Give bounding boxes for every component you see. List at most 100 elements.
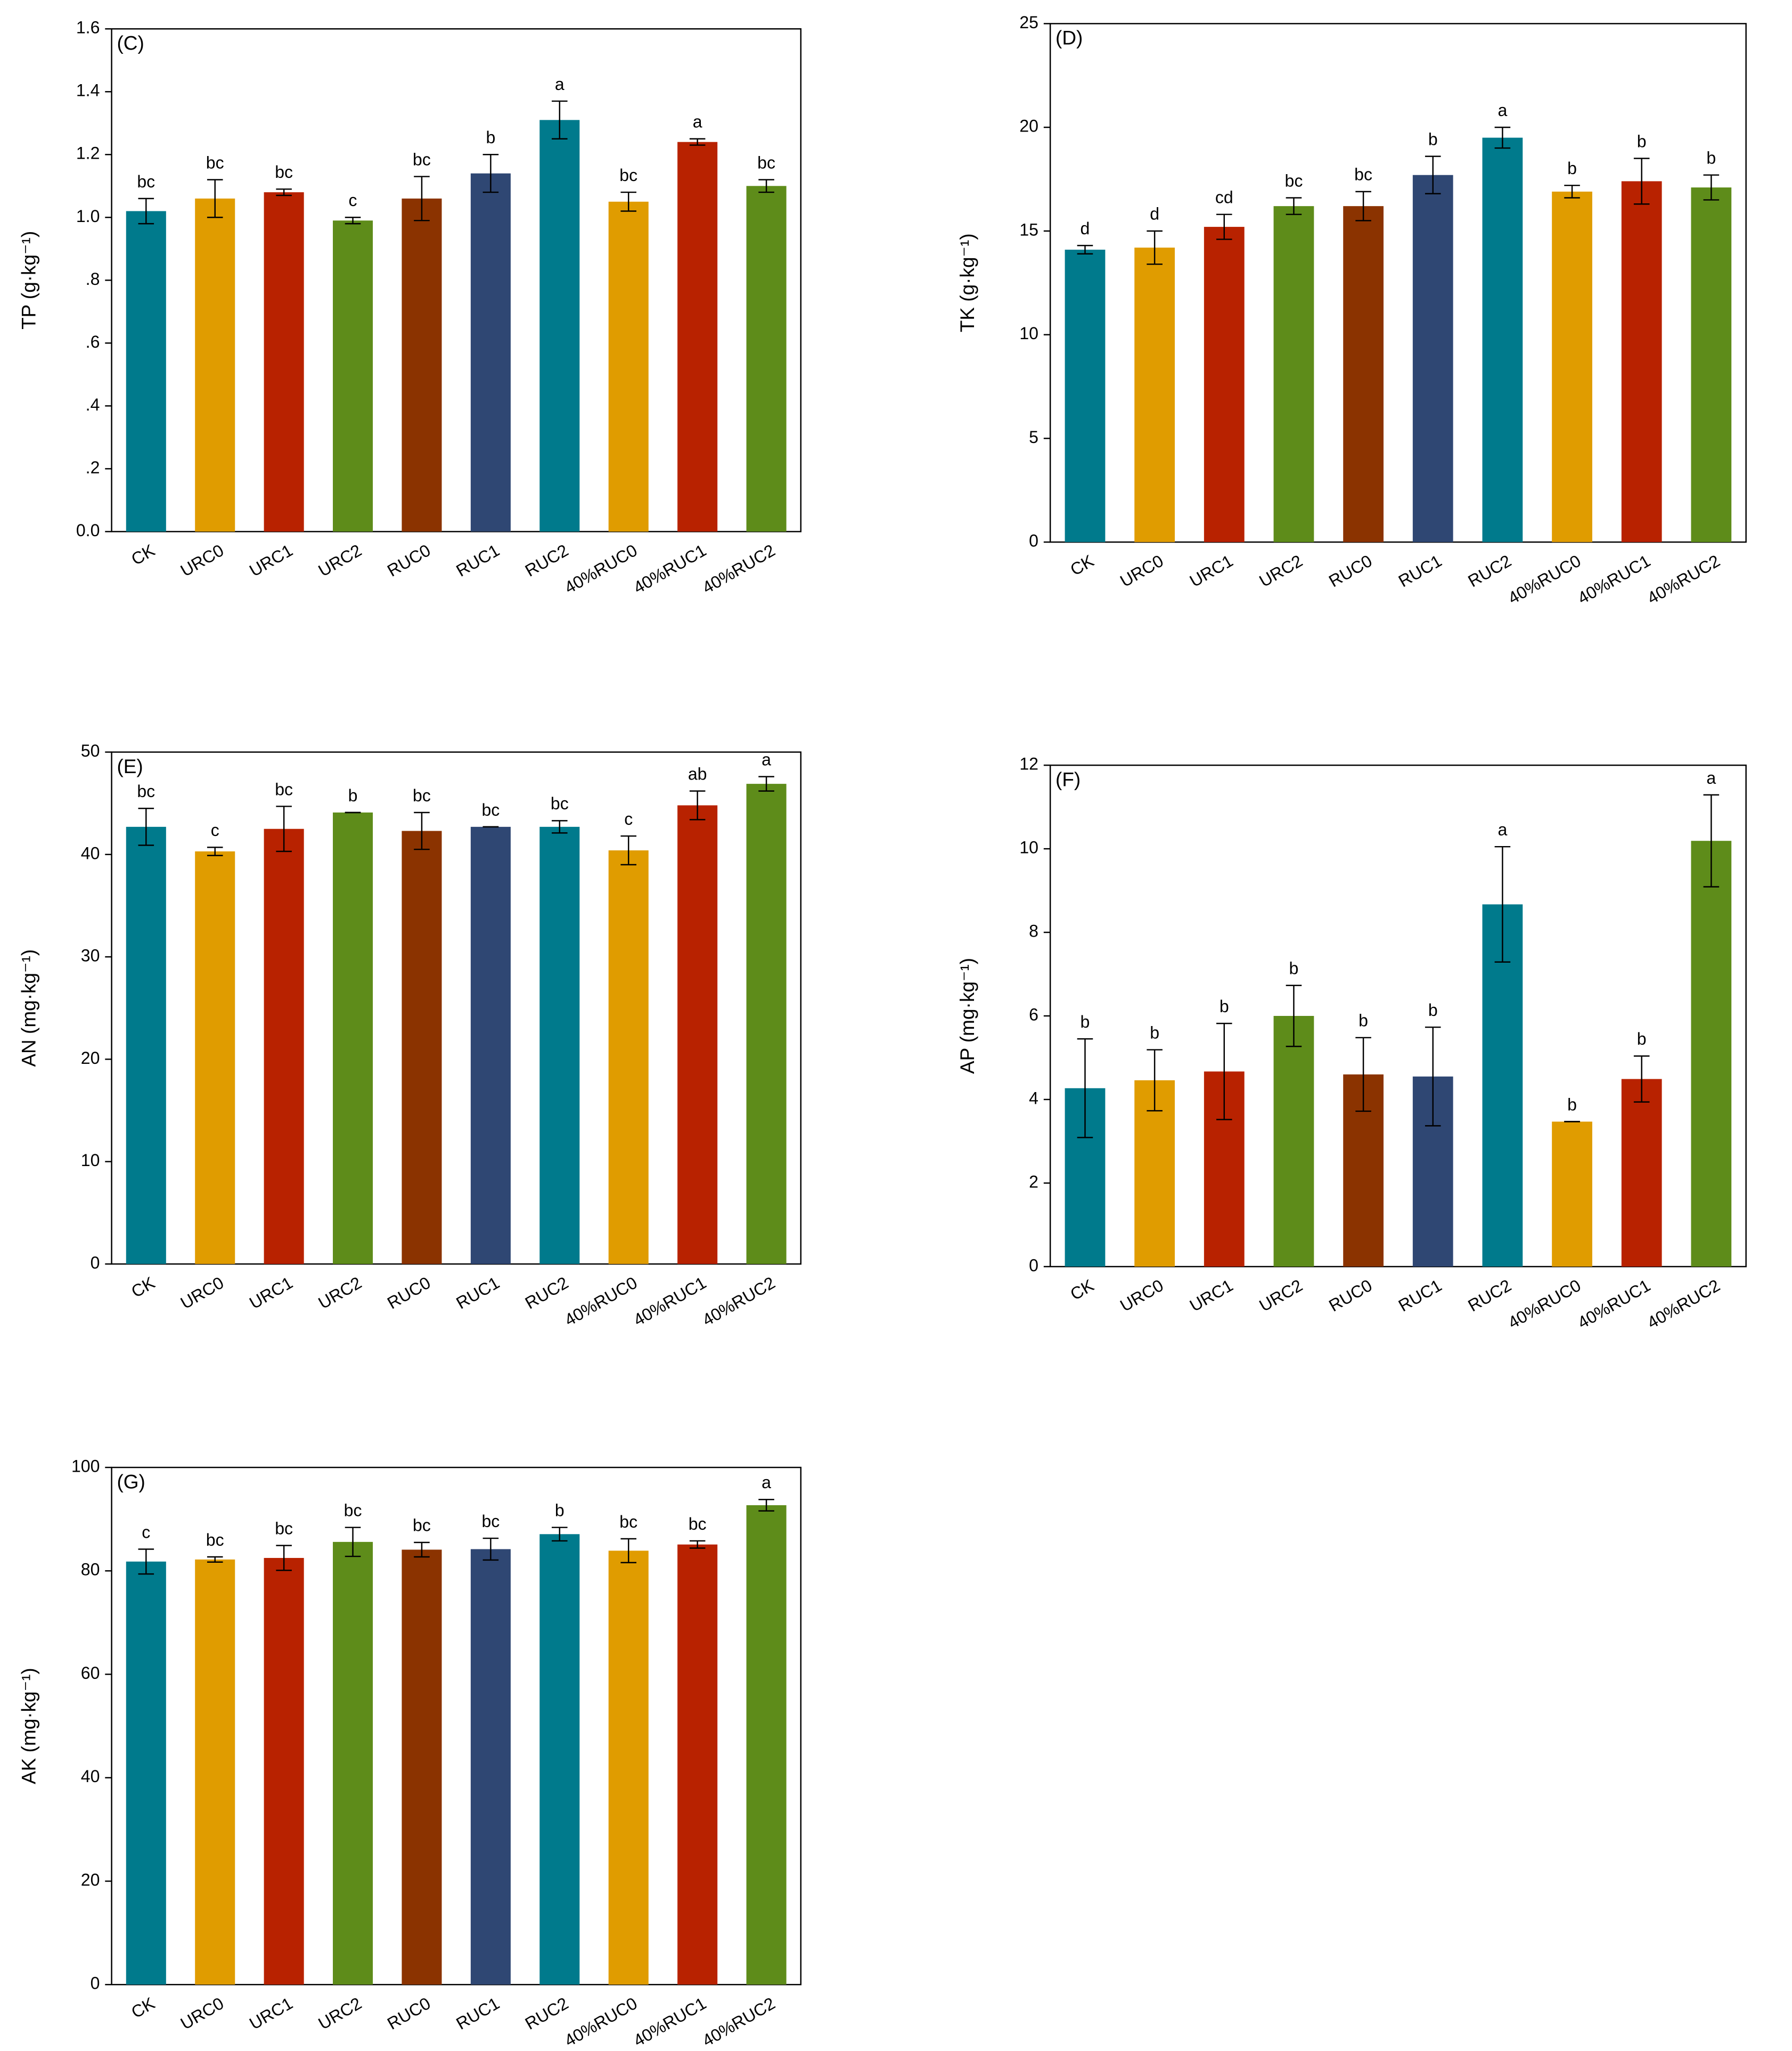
x-tick-label: 40%RUC2 <box>1644 551 1723 608</box>
y-axis-label: TP (g·kg⁻¹) <box>18 231 40 330</box>
x-tick-label: CK <box>1067 1276 1097 1304</box>
chart-panel: (F) AP (mg·kg⁻¹) 0 2 4 6 8 10 12 b CK b URC0 b URC1 b UR… <box>956 754 1747 1333</box>
y-tick-label: 25 <box>1019 13 1038 32</box>
x-tick-label: 40%RUC1 <box>1574 1276 1654 1333</box>
x-tick-label: 40%RUC0 <box>1505 551 1584 608</box>
y-tick-label: 20 <box>1019 117 1038 136</box>
x-tick-label: RUC1 <box>453 1273 503 1313</box>
y-tick-label: 0 <box>91 1974 100 1993</box>
x-tick-label: RUC1 <box>1395 1276 1445 1316</box>
y-tick-label: 100 <box>71 1456 100 1475</box>
significance-letter: b <box>1637 1029 1647 1048</box>
x-tick-label: 40%RUC1 <box>630 1273 709 1330</box>
significance-letter: bc <box>619 1512 637 1531</box>
bar <box>1412 175 1453 543</box>
x-tick-label: RUC0 <box>384 1273 434 1313</box>
y-tick-label: .8 <box>86 269 100 289</box>
chart-panel: (C)TP (g·kg⁻¹)0.0.2.4.6.81.01.21.41.6bcC… <box>18 18 802 597</box>
significance-letter: b <box>348 786 358 805</box>
bar <box>608 201 649 532</box>
y-tick-label: .6 <box>86 332 100 351</box>
x-tick-label: RUC2 <box>1464 551 1515 591</box>
significance-letter: b <box>555 1501 564 1520</box>
bar <box>677 1544 718 1985</box>
significance-letter: bc <box>275 162 293 182</box>
significance-letter: b <box>1081 1012 1090 1031</box>
x-tick-label: URC1 <box>246 1993 296 2033</box>
significance-letter: bc <box>551 794 569 813</box>
x-tick-label: RUC2 <box>522 1273 572 1313</box>
x-tick-label: CK <box>128 1993 158 2022</box>
x-tick-label: CK <box>128 540 158 569</box>
y-tick-label: 15 <box>1019 220 1038 239</box>
y-tick-label: 20 <box>81 1870 100 1889</box>
significance-letter: bc <box>275 1519 293 1538</box>
bar <box>402 198 442 532</box>
bar <box>746 784 787 1264</box>
bar <box>264 192 304 532</box>
y-tick-label: 10 <box>1019 324 1038 343</box>
bar <box>539 1534 580 1985</box>
significance-letter: bc <box>275 780 293 799</box>
bar <box>402 1549 442 1985</box>
bar <box>195 198 235 532</box>
bar <box>470 173 511 532</box>
x-tick-label: URC1 <box>1187 551 1237 591</box>
bar <box>677 142 718 532</box>
y-axis-label: AK (mg·kg⁻¹) <box>18 1668 40 1784</box>
x-tick-label: 40%RUC2 <box>699 1273 779 1330</box>
significance-letter: bc <box>1354 165 1372 184</box>
bar <box>402 831 442 1264</box>
bar <box>264 1557 304 1985</box>
y-tick-label: 10 <box>81 1151 100 1170</box>
bar <box>1552 1121 1592 1267</box>
significance-letter: b <box>1220 997 1229 1016</box>
x-tick-label: RUC1 <box>453 1993 503 2033</box>
x-tick-label: URC1 <box>1187 1276 1237 1316</box>
bar <box>333 1541 373 1985</box>
x-tick-label: 40%RUC1 <box>630 540 709 597</box>
plot-frame <box>111 751 802 1265</box>
bar <box>1691 841 1732 1267</box>
y-tick-label: 5 <box>1029 428 1038 447</box>
bar <box>539 120 580 532</box>
significance-letter: b <box>1428 130 1438 149</box>
significance-letter: ab <box>688 764 707 783</box>
y-tick-label: 1.2 <box>76 144 100 163</box>
bar <box>333 220 373 532</box>
significance-letter: bc <box>344 1501 362 1520</box>
y-tick-label: 80 <box>81 1560 100 1579</box>
bar <box>608 1550 649 1985</box>
significance-letter: a <box>762 1473 771 1492</box>
x-tick-label: 40%RUC0 <box>1505 1276 1584 1333</box>
significance-letter: b <box>1567 159 1577 178</box>
significance-letter: a <box>555 75 564 94</box>
significance-letter: bc <box>757 153 775 172</box>
chart-panel: (D) TK (g·kg⁻¹) 0 5 10 15 20 25 d CK d URC0 cd URC1 bc… <box>956 13 1747 608</box>
x-tick-label: RUC0 <box>1325 551 1376 591</box>
x-tick-label: RUC1 <box>1395 551 1445 591</box>
y-tick-label: 0 <box>1029 531 1038 551</box>
significance-letter: a <box>762 750 771 769</box>
bar <box>1134 248 1175 543</box>
significance-letter: b <box>1567 1095 1577 1114</box>
y-tick-label: 1.4 <box>76 81 100 100</box>
x-tick-label: RUC0 <box>384 1993 434 2033</box>
plot-frame <box>111 1466 802 1986</box>
x-tick-label: CK <box>1067 551 1097 579</box>
significance-letter: a <box>693 112 702 132</box>
chart-panel: (G) AK (mg·kg⁻¹) 0 20 40 60 80 100 c CK bc URC0 bc UR… <box>18 1456 802 2050</box>
x-tick-label: URC0 <box>1117 1276 1167 1316</box>
bar <box>333 812 373 1264</box>
y-tick-label: 30 <box>81 946 100 965</box>
y-tick-label: 2 <box>1029 1172 1038 1191</box>
bar <box>1204 227 1245 543</box>
x-tick-label: 40%RUC0 <box>561 1273 641 1330</box>
x-tick-label: URC1 <box>246 540 296 580</box>
significance-letter: bc <box>413 1516 431 1535</box>
bar <box>608 850 649 1264</box>
bar <box>470 1549 511 1985</box>
x-tick-label: 40%RUC1 <box>1574 551 1654 608</box>
